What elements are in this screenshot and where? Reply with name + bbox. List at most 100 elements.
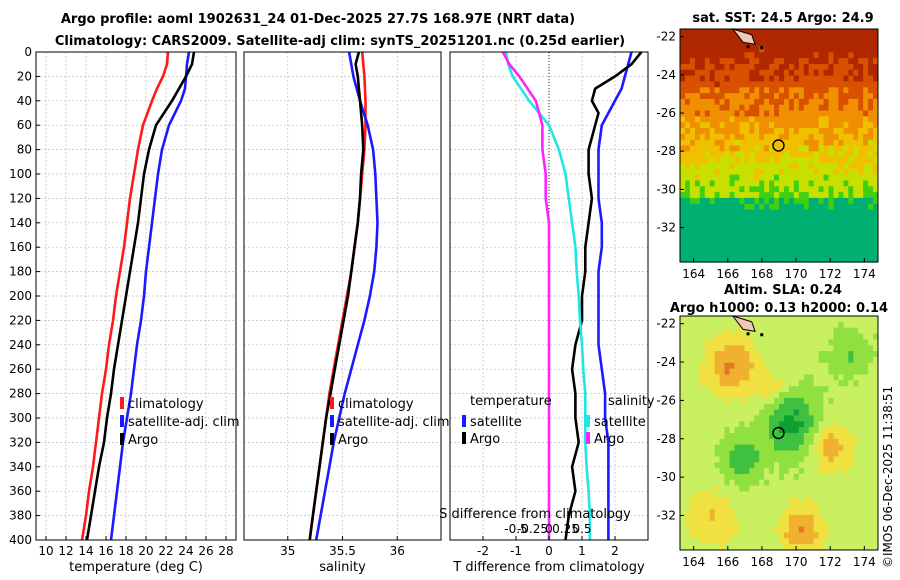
map-cell [739,168,745,176]
map-cell [833,203,839,211]
map-cell [838,232,844,240]
map-cell [709,122,716,129]
map-cell [769,403,775,411]
map-cell [808,321,815,329]
map-cell [813,520,820,528]
map-cell [709,139,716,147]
map-cell [779,232,785,240]
map-cell [739,186,745,193]
map-cell [779,58,785,65]
map-cell [714,81,721,88]
map-cell [784,139,790,147]
map-cell [680,244,686,251]
map-cell [803,427,810,434]
map-cell [798,514,805,522]
map-cell [833,462,839,469]
map-cell [704,409,711,416]
map-cell [749,503,755,510]
map-cell [744,238,750,246]
map-cell [823,316,829,323]
map-cell [788,145,795,152]
map-cell [729,497,735,504]
map-cell [769,256,775,263]
map-cell [769,110,775,117]
map-cell [823,450,829,457]
map-cell [818,128,825,135]
map-cell [719,327,726,335]
map-cell [734,93,740,100]
map-cell [838,34,844,42]
map-cell [863,316,869,323]
map-cell [709,544,716,551]
map-cell [838,456,844,463]
map-cell [739,514,745,522]
map-cell [833,215,839,222]
map-cell [759,98,765,106]
map-cell [843,215,849,222]
map-cell [863,433,869,440]
map-cell [803,316,810,323]
map-cell [818,392,825,399]
map-cell [868,403,874,411]
map-cell [739,503,745,510]
map-cell [680,58,686,65]
map-cell [788,362,795,370]
y-tick-label: 180 [9,265,32,279]
map-cell [769,133,775,141]
map-cell [784,163,790,170]
map-cell [798,209,805,216]
map-cell [838,479,844,487]
map-cell [873,485,879,492]
map-cell [680,104,686,112]
map-cell [754,256,760,263]
map-cell [784,238,790,246]
map-cell [714,256,721,263]
map-cell [833,197,839,205]
map-cell [719,203,726,211]
map-cell [823,409,829,416]
map-cell [734,81,740,88]
map-cell [873,345,879,352]
map-cell [858,93,864,100]
map-cell [764,509,770,516]
map-cell [685,186,691,193]
map-cell [808,544,815,551]
map-cell [699,392,706,399]
map-cell [858,232,864,240]
y-tick-label: 240 [9,338,32,352]
map-cell [853,203,859,211]
map-cell [833,192,839,199]
map-cell [863,64,869,71]
map-cell [828,215,834,222]
map-cell [680,380,686,387]
map-cell [734,356,740,364]
map-cell [754,520,760,528]
map-cell [699,227,706,234]
map-cell [759,397,765,405]
map-cell [803,345,810,352]
map-cell [704,450,711,457]
map-cell [873,497,879,504]
map-cell [769,98,775,106]
map-cell [848,244,854,251]
map-cell [734,128,740,135]
map-cell [680,116,686,123]
map-frame [679,315,879,551]
map-cell [744,93,750,100]
map-cell [788,491,795,498]
map-cell [808,93,815,100]
map-cell [868,374,874,381]
map-cell [699,403,706,411]
map-cell [699,491,706,498]
map-cell [868,421,874,428]
map-cell [813,69,820,77]
map-cell [784,362,790,370]
map-cell [848,503,854,510]
map-cell [863,58,869,65]
map-cell [714,93,721,100]
map-cell [868,128,874,135]
map-cell [744,128,750,135]
map-cell [709,116,716,123]
map-cell [873,386,879,393]
legend-swatch-clim [330,397,334,409]
